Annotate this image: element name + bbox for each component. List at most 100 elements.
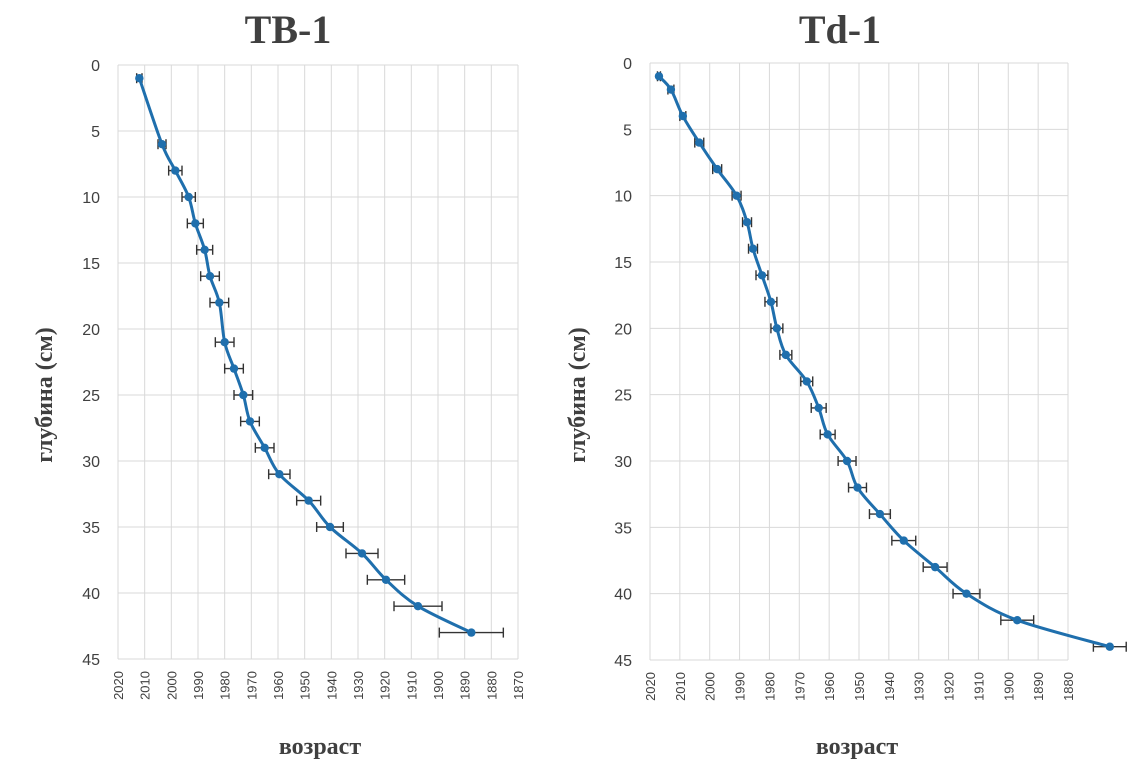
data-point [695, 138, 704, 147]
x-tick-label: 1900 [431, 671, 446, 700]
data-point [742, 218, 752, 227]
data-point [220, 338, 229, 347]
data-point [654, 72, 664, 81]
x-tick-label: 1990 [733, 672, 748, 701]
y-axis-title: глубина (см) [565, 327, 591, 462]
data-point [239, 390, 248, 400]
data-point [962, 589, 971, 598]
data-point [1013, 616, 1022, 625]
x-tick-label: 1990 [191, 671, 206, 700]
x-tick-label: 1970 [244, 671, 259, 700]
data-point [748, 244, 758, 253]
x-tick-label: 1960 [822, 672, 837, 701]
data-point [304, 496, 313, 505]
x-tick-label: 1940 [324, 671, 339, 700]
data-point [381, 575, 391, 584]
y-tick-label: 0 [623, 56, 632, 73]
x-tick-label: 1890 [458, 671, 473, 700]
data-point [772, 324, 782, 333]
data-point [357, 549, 367, 558]
y-tick-label: 40 [614, 587, 632, 604]
data-point [200, 245, 209, 254]
data-point [157, 140, 167, 149]
data-point [766, 297, 776, 306]
x-tick-label: 1930 [351, 671, 366, 700]
data-point [467, 628, 476, 637]
x-axis-title: возраст [279, 734, 361, 760]
y-tick-label: 35 [614, 520, 632, 537]
data-point [930, 562, 940, 572]
data-point [229, 364, 239, 373]
y-tick-label: 10 [614, 189, 632, 206]
y-tick-label: 20 [614, 321, 632, 338]
y-tick-label: 25 [82, 388, 100, 405]
x-tick-label: 1910 [971, 672, 986, 701]
chart-td1: Td-1 2020 2010 2000 1990 1980 1970 1960 1950 194… [565, 7, 1127, 760]
series-line [137, 77, 472, 634]
data-point [757, 271, 767, 280]
y-tick-label: 30 [614, 454, 632, 471]
x-tick-label: 1880 [1061, 672, 1076, 701]
data-point [215, 298, 224, 307]
x-tick-label: 1900 [1001, 672, 1016, 701]
y-tick-label: 15 [614, 255, 632, 272]
data-point [781, 350, 791, 360]
y-tick-label: 40 [82, 586, 100, 603]
y-axis-title: глубина (см) [32, 327, 58, 462]
x-tick-label: 1880 [484, 671, 499, 700]
data-point [260, 443, 269, 452]
data-point [413, 602, 423, 611]
data-point [899, 536, 908, 545]
data-point [205, 272, 215, 281]
x-axis-title: возраст [816, 734, 898, 760]
data-point [1105, 642, 1115, 651]
x-tick-label: 1920 [378, 671, 393, 700]
y-tick-label: 20 [82, 322, 100, 339]
chart-title: Td-1 [799, 7, 881, 52]
x-tick-label: 1960 [271, 671, 286, 700]
chart-tb1: TB-1 2020 2010 2000 1990 1980 1970 1960 1950 194… [32, 7, 526, 760]
data-point [802, 377, 811, 386]
x-tick-label: 1940 [882, 672, 897, 701]
x-tick-label: 2000 [703, 672, 718, 701]
data-point [171, 166, 180, 175]
data-point [712, 164, 722, 174]
chart-title: TB-1 [245, 7, 332, 52]
series-line [657, 75, 1111, 649]
x-tick-label: 1930 [912, 672, 927, 701]
x-tick-label: 1970 [792, 672, 807, 701]
x-tick-label: 1890 [1031, 672, 1046, 701]
y-tick-label: 10 [82, 190, 100, 207]
y-tick-label: 30 [82, 454, 100, 471]
y-tick-label: 35 [82, 520, 100, 537]
y-tick-label: 25 [614, 388, 632, 405]
data-point [184, 192, 193, 202]
x-tick-label: 1980 [762, 672, 777, 701]
y-tick-label: 5 [623, 122, 632, 139]
data-point [875, 509, 885, 519]
y-tick-label: 45 [82, 652, 100, 669]
data-point [842, 456, 852, 466]
y-tick-label: 45 [614, 653, 632, 670]
x-tick-label: 2010 [673, 672, 688, 701]
data-point [678, 111, 688, 121]
x-tick-label: 1870 [511, 671, 526, 700]
y-tick-label: 15 [82, 256, 100, 273]
data-point [853, 483, 862, 492]
y-tick-label: 0 [91, 58, 100, 75]
x-tick-label: 2010 [138, 671, 153, 700]
x-tick-label: 1910 [404, 671, 419, 700]
data-point [732, 191, 741, 200]
data-point [275, 470, 284, 479]
data-point [191, 219, 200, 228]
x-tick-label: 2020 [111, 671, 126, 700]
x-tick-label: 1920 [942, 672, 957, 701]
data-point [135, 74, 144, 83]
x-tick-label: 2020 [643, 672, 658, 701]
data-point [814, 403, 823, 413]
x-tick-label: 1950 [298, 671, 313, 700]
data-point [666, 85, 676, 94]
data-point [245, 417, 255, 426]
data-point [325, 522, 335, 532]
y-tick-label: 5 [91, 124, 100, 141]
